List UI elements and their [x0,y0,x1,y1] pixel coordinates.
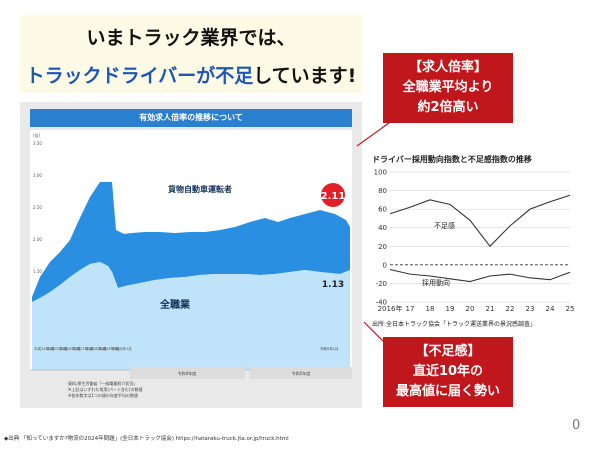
right-chart-source: 出所:全日本トラック協会「トラック運送業界の景況感調査」 [372,320,536,328]
truck-series-label: 貨物自動車運転者 [168,184,232,194]
era-label-1: 令和4年度 [178,370,197,376]
right-chart-title: ドライバー採用動向指数と不足感指数の推移 [372,154,532,164]
shortage-series-line [389,194,571,248]
left-y-tick: 2.00 [33,237,42,242]
right-x-tick: 24 [546,305,555,313]
hiring-series-line [389,268,571,283]
left-x-label: 平成25年1月 [47,346,68,351]
right-x-tick: 2016年 [378,304,403,313]
source-line-3: ※各年数字は1つの値の年度平均の数値 [68,392,138,398]
callout-job-ratio: 【求人倍率】 全職業平均より 約2倍高い [383,53,513,123]
left-y-tick: 3.50 [33,141,42,146]
right-y-tick: 0 [383,261,387,269]
left-chart-panel: 有効求人倍率の推移について (倍) 3.50 3.00 2.50 2.00 1.50 1.… [20,102,362,408]
right-y-tick: 60 [378,206,387,214]
x-label-r1: 令和元年1月 [112,346,132,351]
source-line-1: 資料:厚生労働省「一般職業紹介状況」 [68,380,137,386]
hiring-label: 採用動向 [422,278,450,287]
shortage-label: 不足感 [434,221,455,230]
callout-top-line3: 約2倍高い [417,100,479,115]
right-y-tick: -20 [376,280,387,288]
right-x-tick: 21 [486,305,495,313]
all-series-label: 全職業 [159,298,191,311]
callout-bottom-line3: 最高値に届く勢い [395,384,500,399]
right-y-ticks: 100 80 60 40 20 0 -20 -40 [374,169,387,307]
page-number: 0 [572,418,581,433]
callout-bottom-line1: 【不足感】 [415,344,481,359]
right-line-chart: ドライバー採用動向指数と不足感指数の推移 100806040200-20-40 … [372,154,575,328]
left-x-label: 平成27年1月 [73,346,94,351]
right-x-tick: 20 [466,305,475,313]
right-x-tick: 22 [506,305,515,313]
right-y-tick: 80 [378,187,387,195]
callout-bottom-line2: 直近10年の [412,364,484,379]
right-grid [390,171,570,303]
headline-box: いまトラック業界では、 トラックドライバーが不足しています! [20,15,362,93]
era-band-1 [130,367,245,379]
all-series-area [32,262,350,370]
left-area-chart: (倍) 3.503.002.502.001.501.000.50 貨物自動車運転… [30,130,352,398]
left-y-unit: (倍) [33,132,41,138]
era-label-2: 令和5年度 [292,370,311,376]
right-x-tick: 19 [446,305,455,313]
callout-shortage: 【不足感】 直近10年の 最高値に届く勢い [383,337,513,407]
right-y-tick: -40 [376,299,387,307]
right-y-tick: 100 [374,169,387,177]
headline-line1: いまトラック業界では、 [86,27,296,49]
source-line-2: ※上記はいずれも常用(パート含む)の数値 [68,386,142,392]
right-x-tick: 25 [566,305,575,313]
right-x-tick: 17 [406,305,415,313]
era-band-2 [250,367,352,379]
right-y-tick: 40 [378,224,387,232]
left-x-labels: 平成24年1月平成25年1月平成26年1月平成27年1月平成28年1月平成29年… [34,346,120,351]
right-x-tick: 18 [426,305,435,313]
callout-top-line2: 全職業平均より [402,80,494,95]
left-y-tick: 2.50 [33,205,42,210]
left-x-label: 平成28年1月 [86,346,107,351]
callout-top-pointer [356,119,394,147]
left-y-tick: 3.00 [33,173,42,178]
right-x-tick: 23 [526,305,535,313]
x-label-r5: 令和5年1月 [320,346,338,351]
truck-series-area [32,182,350,302]
headline-blue-text: トラックドライバーが不足 [25,65,254,87]
callout-top-line1: 【求人倍率】 [408,60,487,75]
right-x-ticks: 2016年 17 18 19 20 21 22 23 24 25 [378,304,575,313]
left-chart-title: 有効求人倍率の推移について [30,109,352,127]
left-x-label: 平成26年1月 [60,346,81,351]
left-x-label: 平成24年1月 [34,346,55,351]
left-y-tick: 1.50 [33,269,42,274]
headline-rest-text: しています! [253,65,357,87]
left-x-label: 平成29年1月 [99,346,120,351]
footer-source: ◆出典 「知っていますか?物流の2024年問題」(全日本トラック協会) http… [4,436,289,442]
all-latest-value: 1.13 [322,280,344,290]
truck-latest-value: 2.11 [321,191,346,202]
truck-latest-badge [321,183,345,207]
right-y-tick: 20 [378,243,387,251]
headline-line2: トラックドライバーが不足しています! [20,61,362,88]
